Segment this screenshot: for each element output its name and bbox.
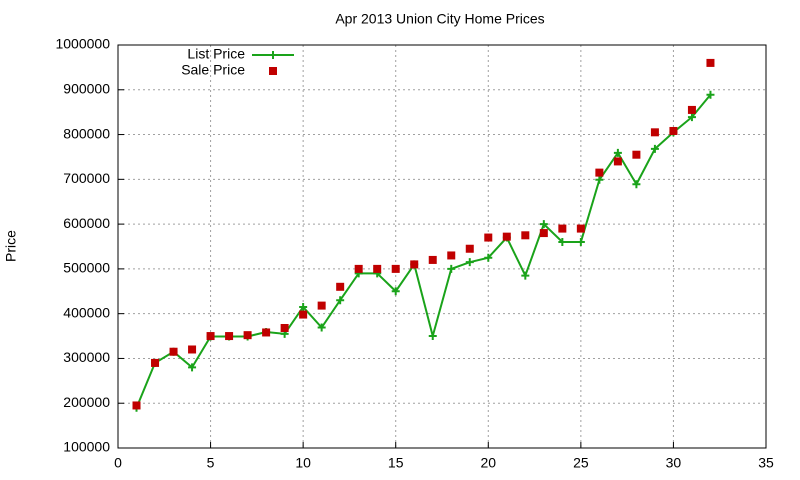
point [447, 251, 456, 260]
point [595, 168, 604, 177]
point [632, 150, 641, 159]
point [465, 258, 474, 267]
y-tick-label: 100000 [63, 439, 110, 455]
point [521, 231, 530, 240]
point [539, 220, 548, 229]
point [299, 310, 308, 319]
y-axis-label: Price [3, 230, 19, 262]
point [539, 229, 548, 238]
point [613, 148, 622, 157]
y-tick-label: 500000 [63, 260, 110, 276]
y-tick-label: 400000 [63, 304, 110, 320]
point [465, 244, 474, 253]
point [428, 255, 437, 264]
point [132, 401, 141, 410]
point [373, 264, 382, 273]
point [706, 90, 715, 99]
point [632, 180, 641, 189]
x-tick-label: 15 [388, 455, 404, 471]
x-tick-label: 30 [666, 455, 682, 471]
point [391, 264, 400, 273]
point [502, 232, 511, 241]
y-tick-label: 800000 [63, 125, 110, 141]
legend-label: List Price [187, 46, 245, 62]
point [317, 301, 326, 310]
point [299, 302, 308, 311]
point [262, 328, 271, 337]
point [576, 238, 585, 247]
point [650, 144, 659, 153]
plot-border [117, 44, 767, 449]
point [336, 296, 345, 305]
x-tick-label: 25 [573, 455, 589, 471]
point [317, 323, 326, 332]
y-tick-label: 600000 [63, 215, 110, 231]
point [336, 282, 345, 291]
point [280, 323, 289, 332]
x-tick-label: 20 [480, 455, 496, 471]
point [410, 260, 419, 269]
legend-marker [269, 67, 277, 75]
point [650, 128, 659, 137]
point [447, 264, 456, 273]
point [595, 175, 604, 184]
x-tick-label: 10 [295, 455, 311, 471]
point [484, 253, 493, 262]
y-tick-label: 700000 [63, 170, 110, 186]
point [354, 264, 363, 273]
point [687, 113, 696, 122]
point [484, 233, 493, 242]
y-tick-label: 1000000 [55, 36, 110, 52]
point [558, 224, 567, 233]
x-tick-label: 0 [114, 455, 122, 471]
legend-label: Sale Price [181, 62, 245, 78]
y-tick-label: 200000 [63, 394, 110, 410]
point [687, 105, 696, 114]
chart-title: Apr 2013 Union City Home Prices [335, 11, 544, 27]
point [706, 58, 715, 67]
point [225, 332, 234, 341]
legend-marker [269, 51, 277, 59]
x-tick-label: 5 [207, 455, 215, 471]
x-tick-label: 35 [758, 455, 774, 471]
point [151, 358, 160, 367]
y-tick-label: 900000 [63, 80, 110, 96]
series-line [135, 94, 712, 409]
point [188, 345, 197, 354]
point [576, 224, 585, 233]
point [169, 347, 178, 356]
point [243, 331, 252, 340]
point [521, 271, 530, 280]
point [206, 332, 215, 341]
y-tick-label: 300000 [63, 349, 110, 365]
point [428, 332, 437, 341]
point [558, 238, 567, 247]
point [613, 157, 622, 166]
point [391, 287, 400, 296]
point [669, 126, 678, 135]
point [188, 363, 197, 372]
